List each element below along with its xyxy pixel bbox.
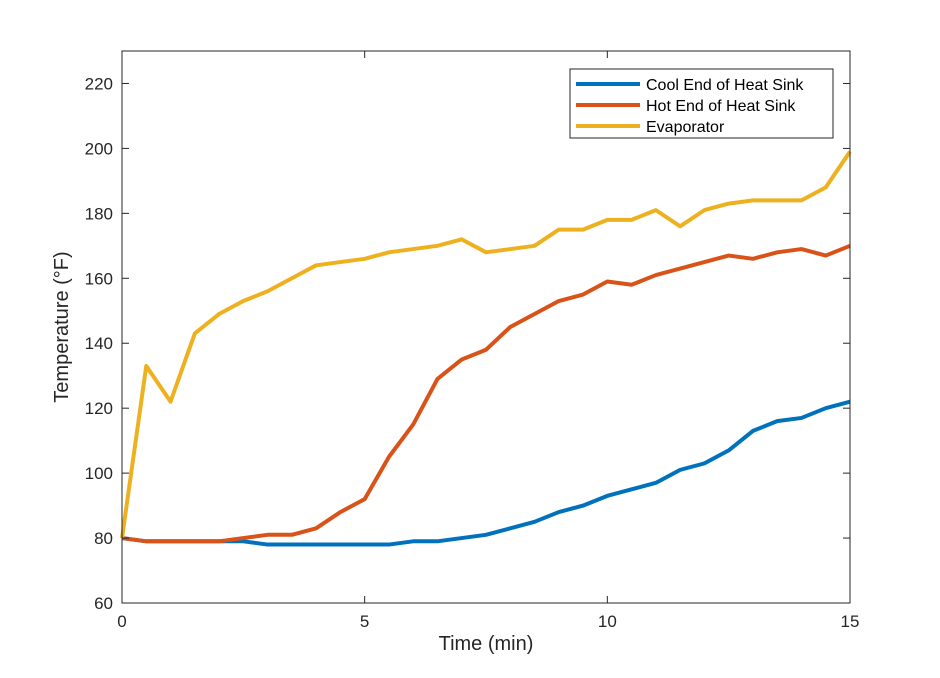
- y-tick-label: 220: [85, 74, 113, 93]
- x-axis-label: Time (min): [439, 633, 534, 655]
- x-tick-label: 5: [360, 612, 369, 631]
- y-tick-label: 180: [85, 204, 113, 223]
- series-line-1: [121, 399, 851, 547]
- y-tick-label: 160: [85, 269, 113, 288]
- legend: Cool End of Heat Sink Hot End of Heat Sin…: [569, 68, 834, 139]
- y-axis-label: Temperature (°F): [51, 251, 73, 402]
- y-tick-label: 120: [85, 399, 113, 418]
- x-tick-label: 0: [117, 612, 126, 631]
- y-tick-label: 60: [94, 594, 113, 613]
- x-tick-label: 10: [598, 612, 617, 631]
- y-tick-label: 80: [94, 529, 113, 548]
- series-line-3: [120, 150, 852, 539]
- series-layer: [120, 150, 852, 547]
- x-tick-label: 15: [841, 612, 860, 631]
- axes-box: [121, 50, 851, 604]
- y-tick-label: 140: [85, 334, 113, 353]
- y-tick-label: 100: [85, 464, 113, 483]
- y-tick-label: 200: [85, 139, 113, 158]
- series-line-2: [121, 243, 851, 544]
- legend-label: Evaporator: [646, 119, 725, 136]
- legend-label: Hot End of Heat Sink: [646, 98, 796, 115]
- legend-label: Cool End of Heat Sink: [646, 77, 804, 94]
- tick-layer: 0 5 10 15 60 80 100 120 140 160 180 200 220: [85, 51, 860, 631]
